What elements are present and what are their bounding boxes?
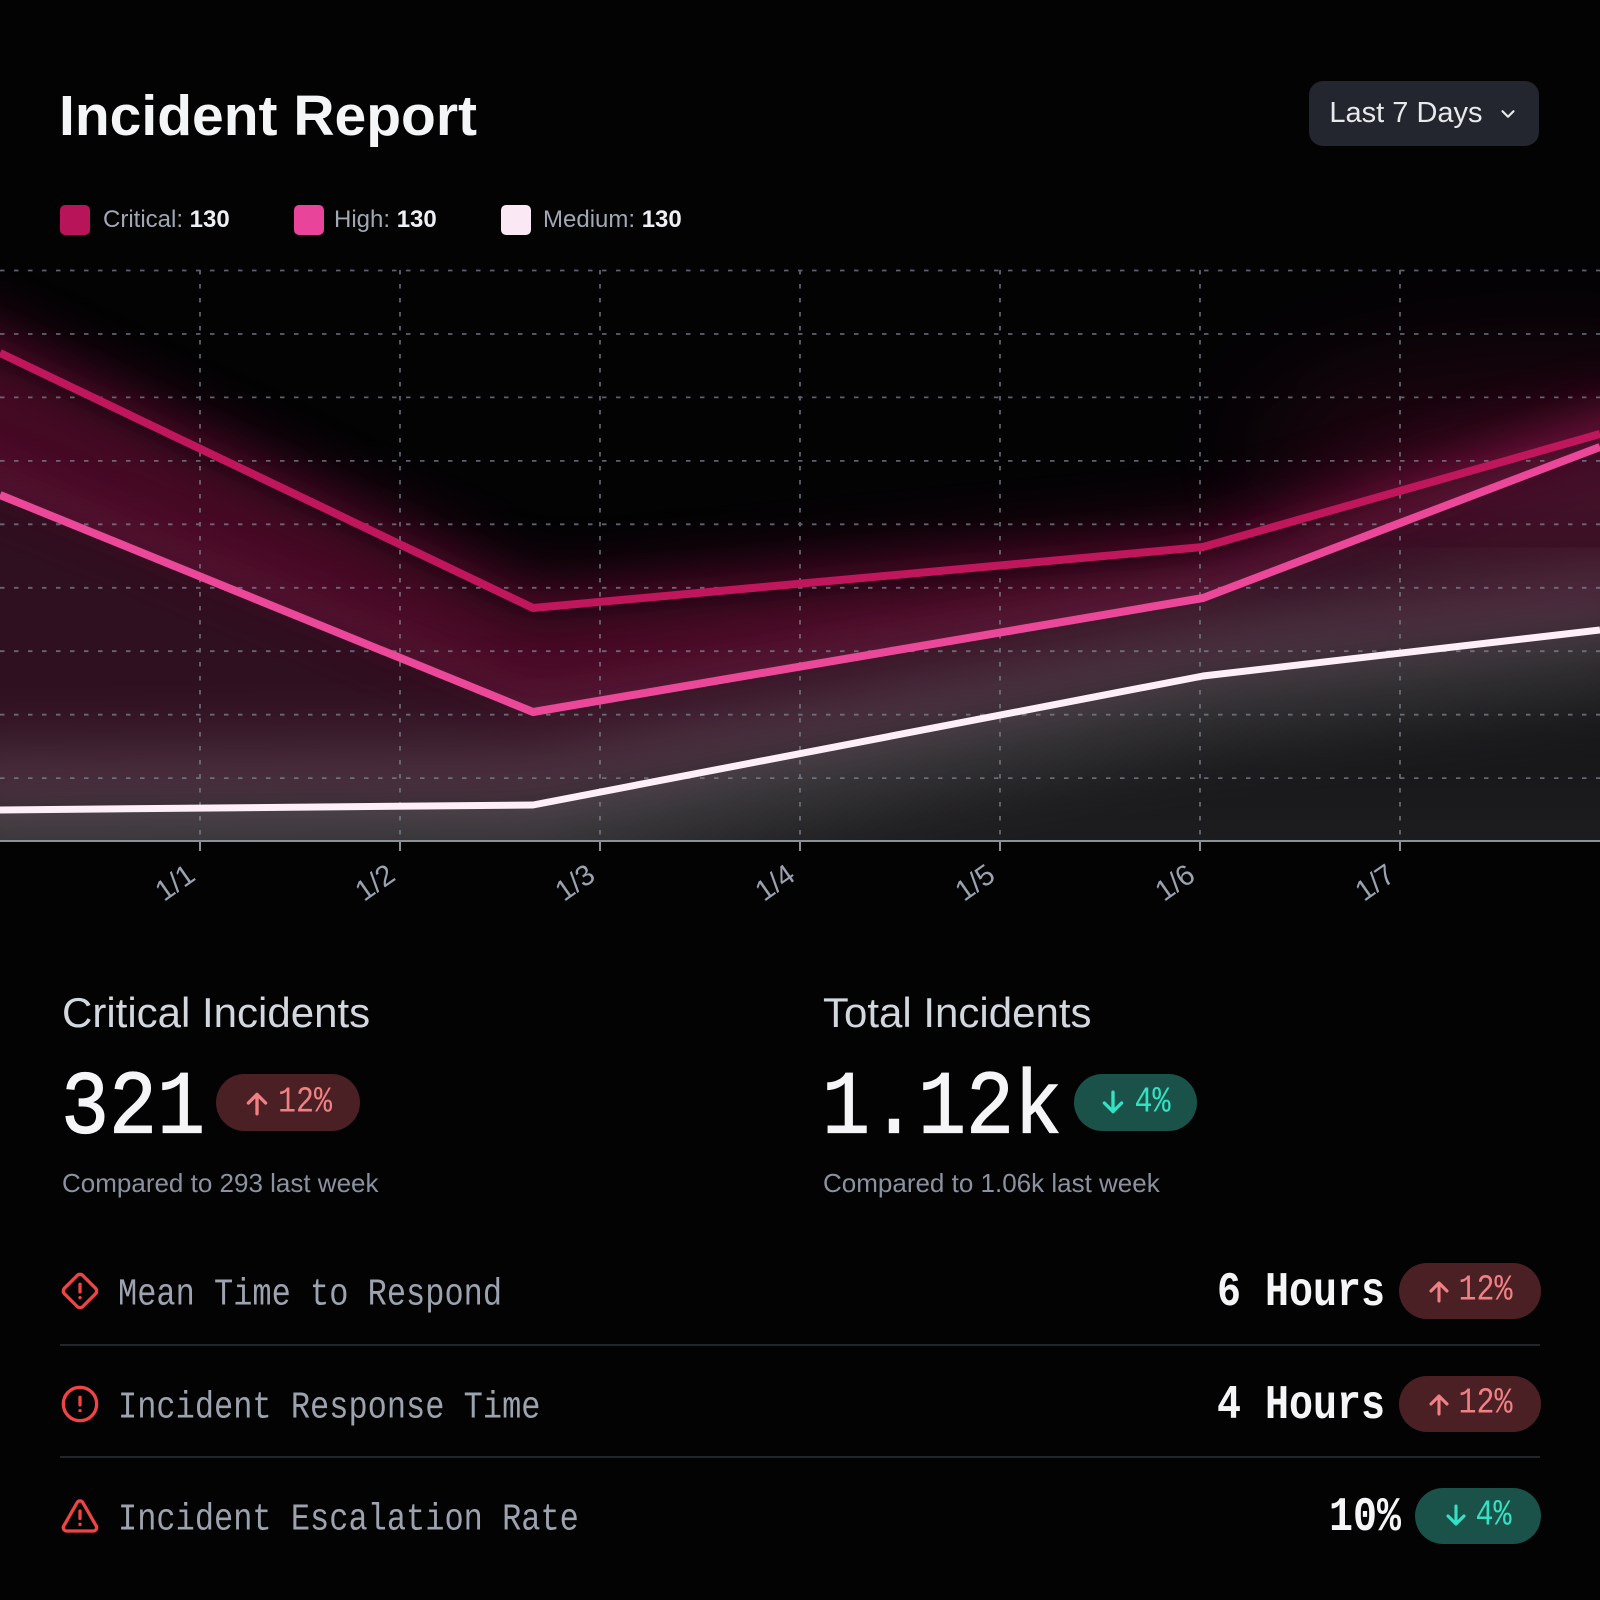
svg-text:1/6: 1/6 — [1150, 859, 1201, 908]
svg-text:1/4: 1/4 — [750, 859, 801, 908]
svg-text:1/7: 1/7 — [1350, 859, 1401, 908]
svg-text:1/1: 1/1 — [150, 859, 201, 908]
svg-text:1/3: 1/3 — [550, 859, 601, 908]
svg-text:1/5: 1/5 — [950, 859, 1001, 908]
svg-text:1/2: 1/2 — [350, 859, 401, 908]
